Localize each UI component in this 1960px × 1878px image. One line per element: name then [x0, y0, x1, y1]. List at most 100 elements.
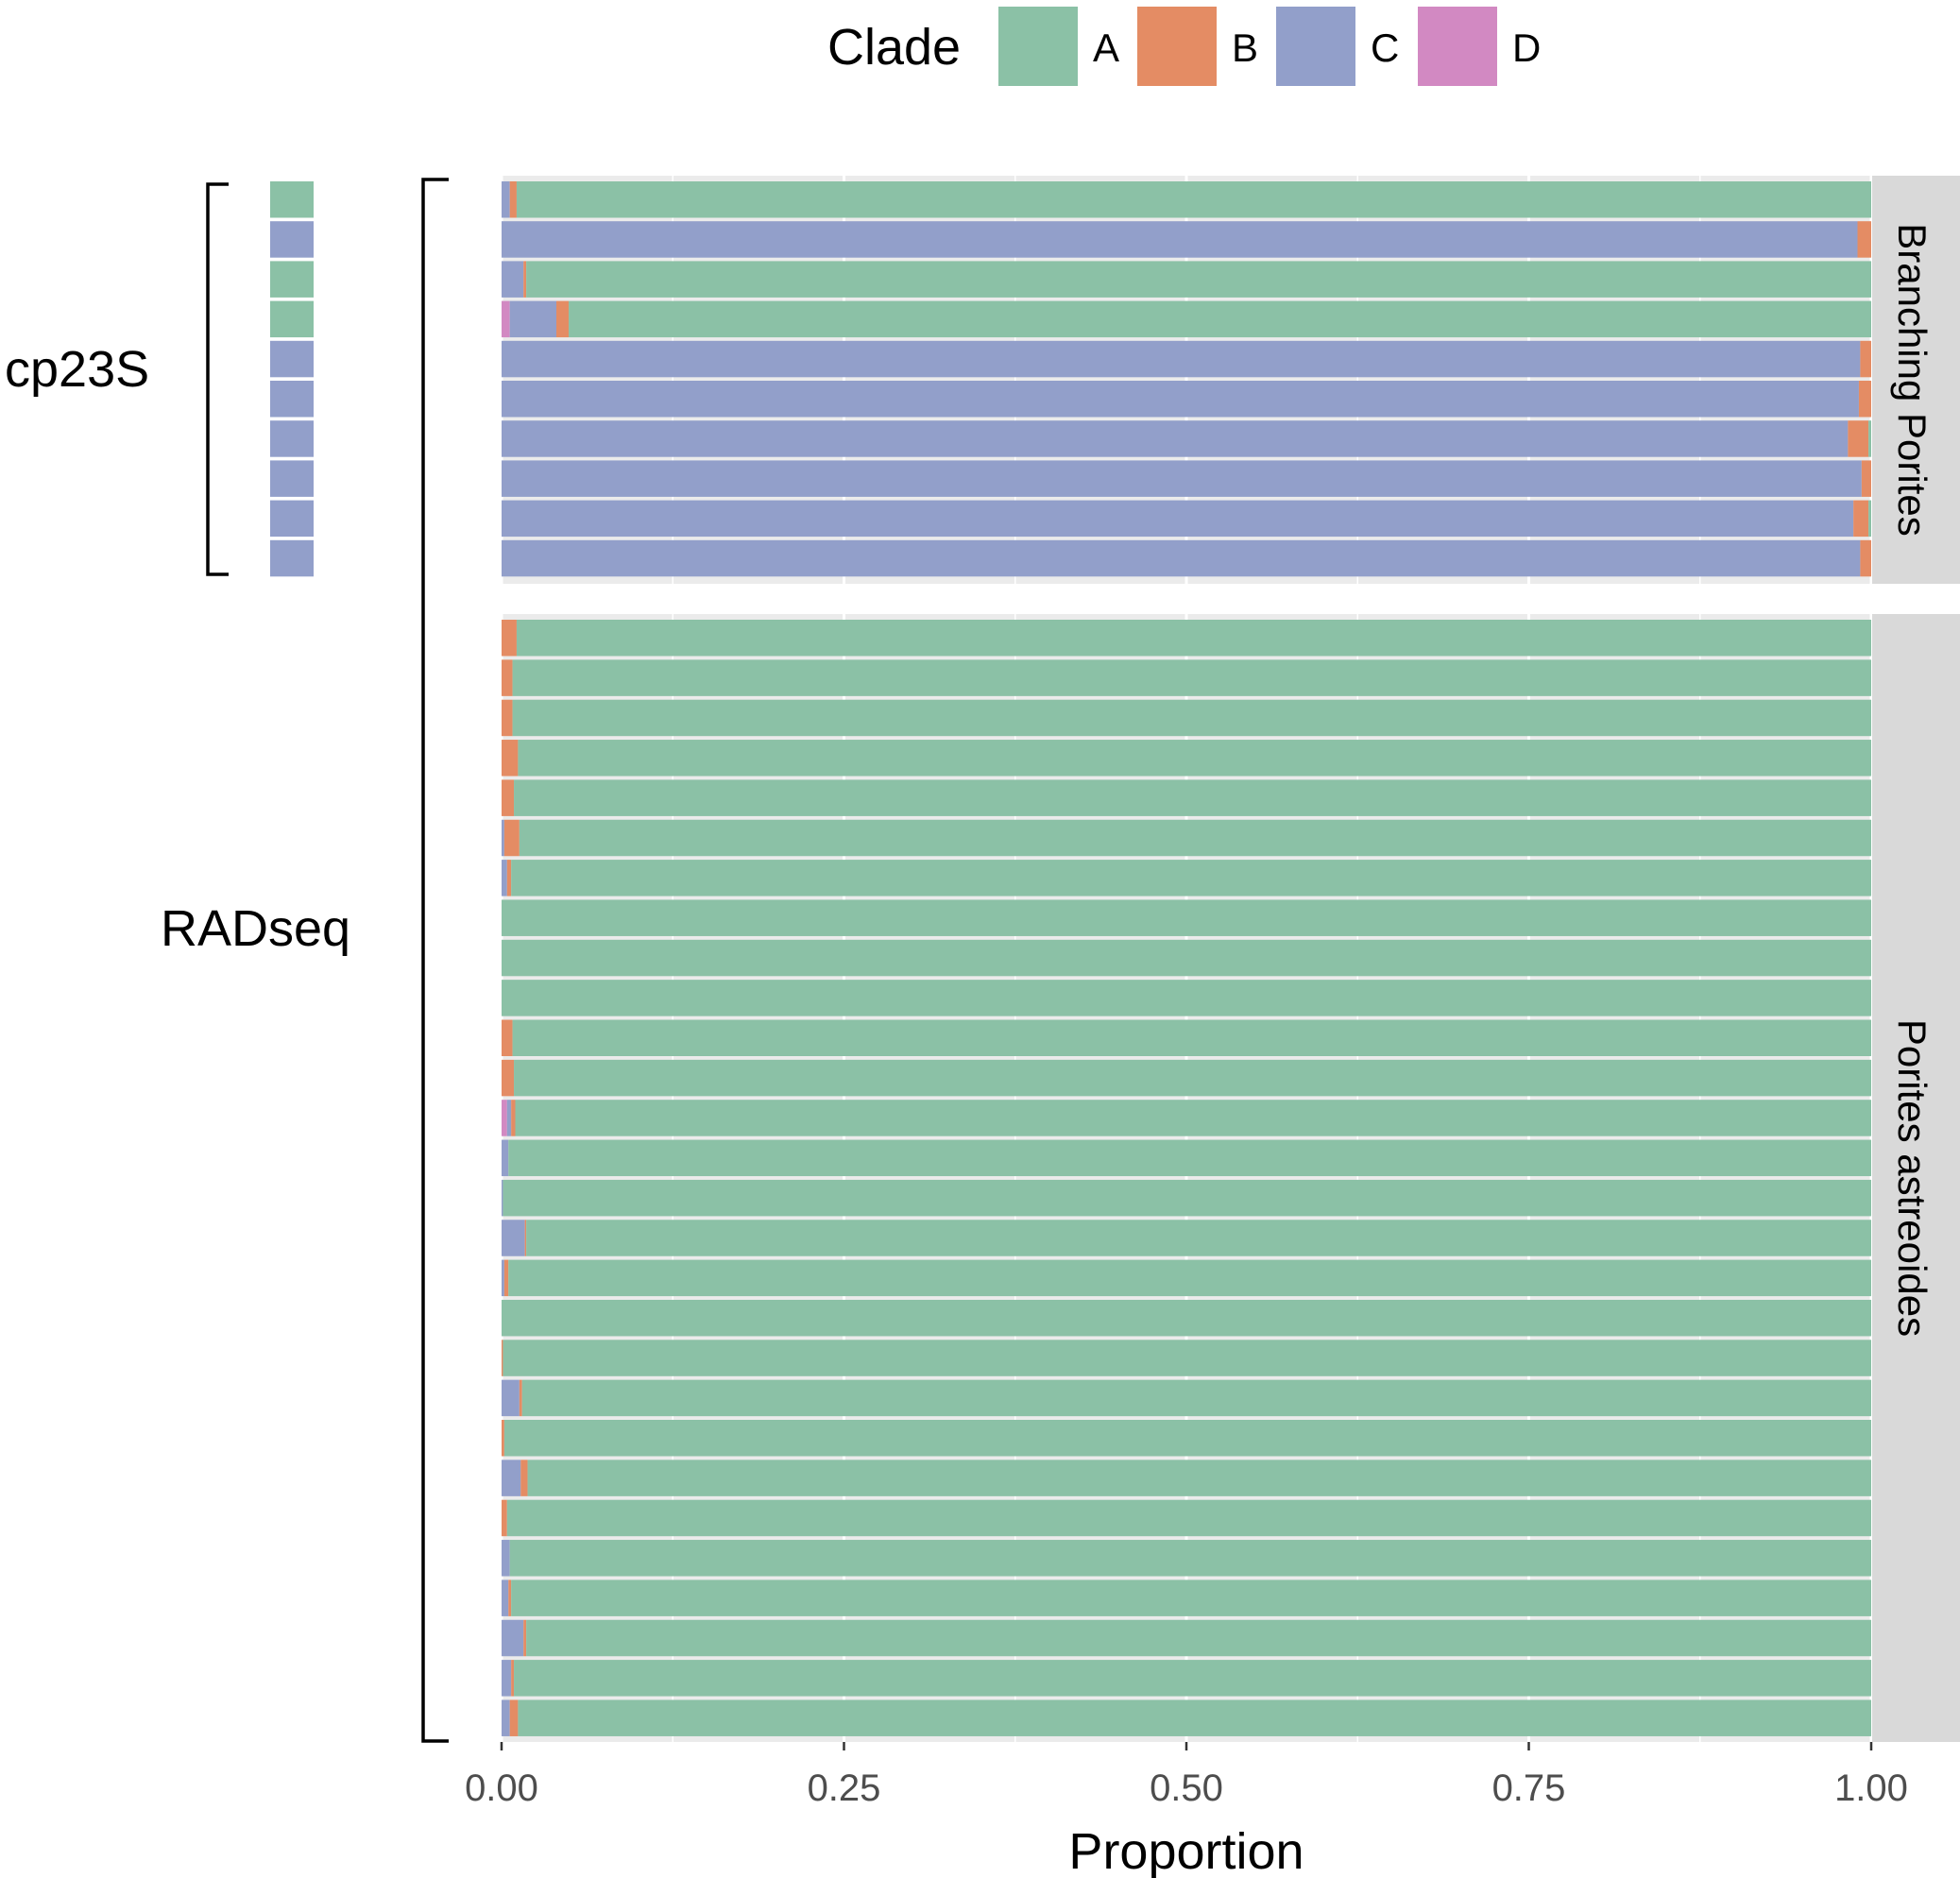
bars-branching-porites	[502, 181, 1872, 577]
bar-segment-c	[502, 1660, 512, 1697]
legend: Clade A B C D	[827, 7, 1541, 86]
bar-segment-c	[502, 1619, 524, 1657]
bar-segment-a	[503, 1340, 1872, 1376]
bar-segment-b	[523, 261, 527, 298]
bar-segment-a	[502, 1299, 1871, 1337]
bar-segment-c	[502, 261, 524, 298]
bar-segment-a	[519, 819, 1871, 857]
bar-segment-c	[502, 819, 504, 857]
bar-segment-b	[508, 1579, 512, 1616]
bar-segment-a	[503, 1420, 1871, 1457]
bar-segment-b	[1860, 539, 1871, 577]
bar-segment-b	[502, 1499, 507, 1537]
bar-segment-a	[514, 1059, 1871, 1097]
bar-segment-c	[502, 381, 1859, 418]
bar-segment-b	[556, 300, 570, 338]
cp23s-cell	[270, 181, 314, 218]
x-tick-label: 0.50	[1150, 1767, 1223, 1809]
facet-strip-top	[1872, 176, 1960, 584]
bar-segment-b	[502, 1340, 503, 1376]
bar-segment-a	[514, 779, 1871, 816]
bar-segment-b	[509, 181, 517, 218]
bar-segment-a	[508, 1139, 1871, 1177]
bar-segment-c	[502, 1379, 520, 1417]
bar-segment-a	[512, 659, 1871, 696]
bar-segment-a	[1868, 500, 1871, 538]
bar-segment-c	[502, 420, 1849, 457]
radseq-label: RADseq	[161, 900, 350, 957]
bar-segment-c	[506, 1100, 512, 1136]
x-tick-label: 1.00	[1834, 1767, 1908, 1809]
bar-segment-a	[502, 939, 1871, 977]
bar-segment-c	[502, 1540, 510, 1577]
x-axis: 0.00 0.25 0.50 0.75 1.00	[465, 1742, 1908, 1809]
facet-label-porites-astreoides: Porites astreoides	[1890, 1019, 1934, 1337]
bar-segment-b	[1853, 500, 1869, 538]
cp23s-cell	[270, 381, 314, 418]
bar-segment-b	[503, 1259, 509, 1297]
bar-segment-a	[511, 860, 1871, 896]
legend-title: Clade	[827, 19, 961, 76]
bar-segment-b	[502, 620, 517, 657]
bar-segment-c	[509, 300, 556, 338]
bar-segment-b	[502, 1420, 504, 1457]
cp23s-cell	[270, 221, 314, 258]
bar-segment-b	[1861, 460, 1871, 497]
cp23s-cell	[270, 300, 314, 338]
cp23s-cell	[270, 500, 314, 538]
legend-label-c: C	[1371, 26, 1399, 70]
bar-segment-c	[502, 1259, 504, 1297]
cp23s-cell	[270, 539, 314, 577]
legend-key-a	[998, 7, 1078, 86]
bar-segment-a	[526, 1619, 1871, 1657]
bar-segment-b	[1857, 221, 1871, 258]
bar-segment-a	[512, 1019, 1871, 1056]
bar-segment-c	[502, 1699, 510, 1736]
bar-segment-c	[502, 1220, 525, 1256]
radseq-bracket	[421, 178, 449, 1743]
bar-segment-b	[509, 1699, 519, 1736]
bar-segment-b	[503, 819, 520, 857]
bar-segment-b	[502, 740, 519, 777]
legend-label-b: B	[1232, 26, 1258, 70]
bar-segment-b	[502, 1059, 515, 1097]
bar-segment-c	[502, 460, 1862, 497]
bar-segment-c	[502, 1579, 509, 1616]
bar-segment-b	[1858, 381, 1871, 418]
bar-segment-b	[1848, 420, 1869, 457]
x-tick-label: 0.25	[808, 1767, 881, 1809]
bar-segment-a	[512, 699, 1871, 737]
bar-segment-a	[515, 1100, 1871, 1136]
bar-segment-b	[524, 1220, 527, 1256]
cp23s-cell	[270, 460, 314, 497]
bar-segment-a	[518, 740, 1871, 777]
bar-segment-c	[502, 500, 1854, 538]
bar-segment-c	[502, 1179, 503, 1217]
bar-segment-a	[1868, 420, 1871, 457]
legend-key-b	[1137, 7, 1217, 86]
bar-segment-d	[502, 300, 510, 338]
bar-segment-a	[502, 980, 1871, 1016]
bar-segment-b	[511, 1660, 515, 1697]
bar-segment-a	[506, 1499, 1871, 1537]
bars-porites-astreoides	[502, 620, 1872, 1736]
legend-label-d: D	[1512, 26, 1541, 70]
legend-key-d	[1418, 7, 1497, 86]
bar-segment-a	[514, 1660, 1871, 1697]
bar-segment-a	[569, 300, 1871, 338]
bar-segment-c	[502, 860, 507, 896]
bar-segment-a	[518, 1699, 1871, 1736]
bar-segment-b	[502, 659, 513, 696]
facet-strip-bottom	[1872, 614, 1960, 1742]
bar-segment-a	[521, 1379, 1871, 1417]
bar-segment-a	[526, 261, 1871, 298]
cp23s-label: cp23S	[5, 341, 149, 398]
bar-segment-a	[503, 1179, 1872, 1217]
bar-segment-d	[502, 1100, 507, 1136]
bar-segment-c	[502, 181, 510, 218]
bar-segment-b	[511, 1100, 516, 1136]
x-tick-label: 0.75	[1492, 1767, 1566, 1809]
legend-key-c	[1276, 7, 1355, 86]
bar-segment-b	[502, 1019, 513, 1056]
